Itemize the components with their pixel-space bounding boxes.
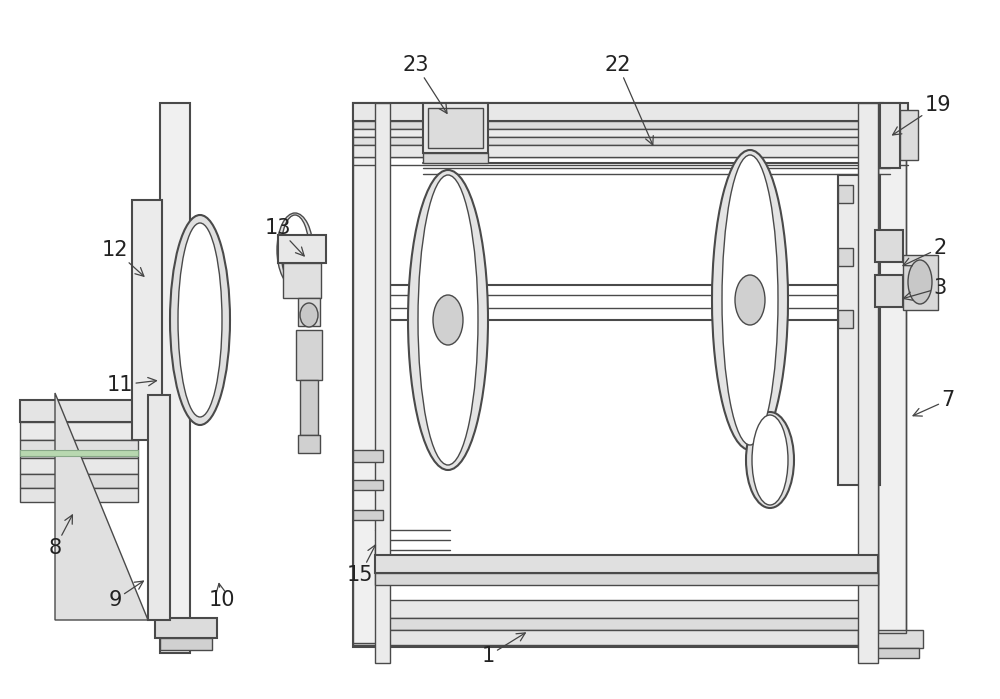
Bar: [20, 422, 138, 440]
Bar: [353, 137, 908, 145]
Bar: [353, 630, 883, 645]
Text: 2: 2: [903, 238, 947, 266]
Bar: [155, 618, 217, 638]
Text: 1: 1: [481, 633, 525, 666]
Bar: [875, 230, 903, 262]
Bar: [375, 103, 390, 663]
Bar: [20, 440, 138, 458]
Bar: [353, 600, 883, 618]
Bar: [20, 488, 138, 502]
Bar: [838, 175, 880, 485]
Text: 22: 22: [605, 55, 653, 145]
Bar: [878, 103, 906, 633]
Bar: [283, 263, 321, 298]
Bar: [353, 510, 383, 520]
Text: 23: 23: [403, 55, 447, 113]
Text: 8: 8: [48, 515, 72, 558]
Bar: [353, 103, 381, 643]
Bar: [353, 103, 908, 121]
Bar: [838, 185, 853, 203]
Ellipse shape: [300, 303, 318, 327]
Bar: [878, 103, 906, 118]
Bar: [423, 103, 488, 153]
Bar: [20, 400, 138, 422]
Ellipse shape: [908, 260, 932, 304]
Bar: [278, 235, 326, 263]
Bar: [875, 275, 903, 307]
Bar: [353, 618, 883, 630]
Bar: [20, 458, 138, 474]
Bar: [838, 310, 853, 328]
Bar: [20, 450, 138, 456]
Bar: [878, 103, 906, 633]
Bar: [132, 200, 162, 440]
Text: 7: 7: [913, 390, 955, 416]
Ellipse shape: [735, 275, 765, 325]
Bar: [880, 103, 900, 168]
Bar: [353, 145, 908, 157]
Bar: [148, 395, 170, 620]
Bar: [353, 103, 883, 647]
Bar: [838, 248, 853, 266]
Bar: [858, 103, 878, 663]
Bar: [900, 110, 918, 160]
Bar: [298, 298, 320, 326]
Ellipse shape: [281, 215, 309, 285]
Bar: [353, 121, 908, 129]
Ellipse shape: [418, 175, 478, 465]
Ellipse shape: [712, 150, 788, 450]
Bar: [298, 435, 320, 453]
Bar: [858, 630, 923, 648]
Text: 9: 9: [108, 581, 143, 610]
Text: 19: 19: [893, 95, 951, 135]
Bar: [423, 153, 488, 163]
Bar: [353, 129, 908, 137]
Text: 13: 13: [265, 218, 304, 256]
Text: 15: 15: [347, 545, 375, 585]
Bar: [160, 638, 212, 650]
Ellipse shape: [746, 412, 794, 508]
Text: 12: 12: [102, 240, 144, 276]
Bar: [375, 555, 878, 573]
Bar: [296, 330, 322, 380]
Bar: [20, 474, 138, 488]
Bar: [160, 103, 190, 653]
Ellipse shape: [170, 215, 230, 425]
Polygon shape: [55, 393, 148, 620]
Bar: [353, 480, 383, 490]
Ellipse shape: [408, 170, 488, 470]
Bar: [353, 450, 383, 462]
Bar: [375, 573, 878, 585]
Ellipse shape: [433, 295, 463, 345]
Ellipse shape: [722, 155, 778, 445]
Bar: [903, 255, 938, 310]
Ellipse shape: [178, 223, 222, 417]
Bar: [300, 380, 318, 435]
Text: 3: 3: [903, 278, 947, 300]
Text: 11: 11: [107, 375, 156, 395]
Bar: [428, 108, 483, 148]
Bar: [862, 648, 919, 658]
Ellipse shape: [752, 415, 788, 505]
Ellipse shape: [277, 213, 313, 287]
Text: 10: 10: [209, 584, 235, 610]
